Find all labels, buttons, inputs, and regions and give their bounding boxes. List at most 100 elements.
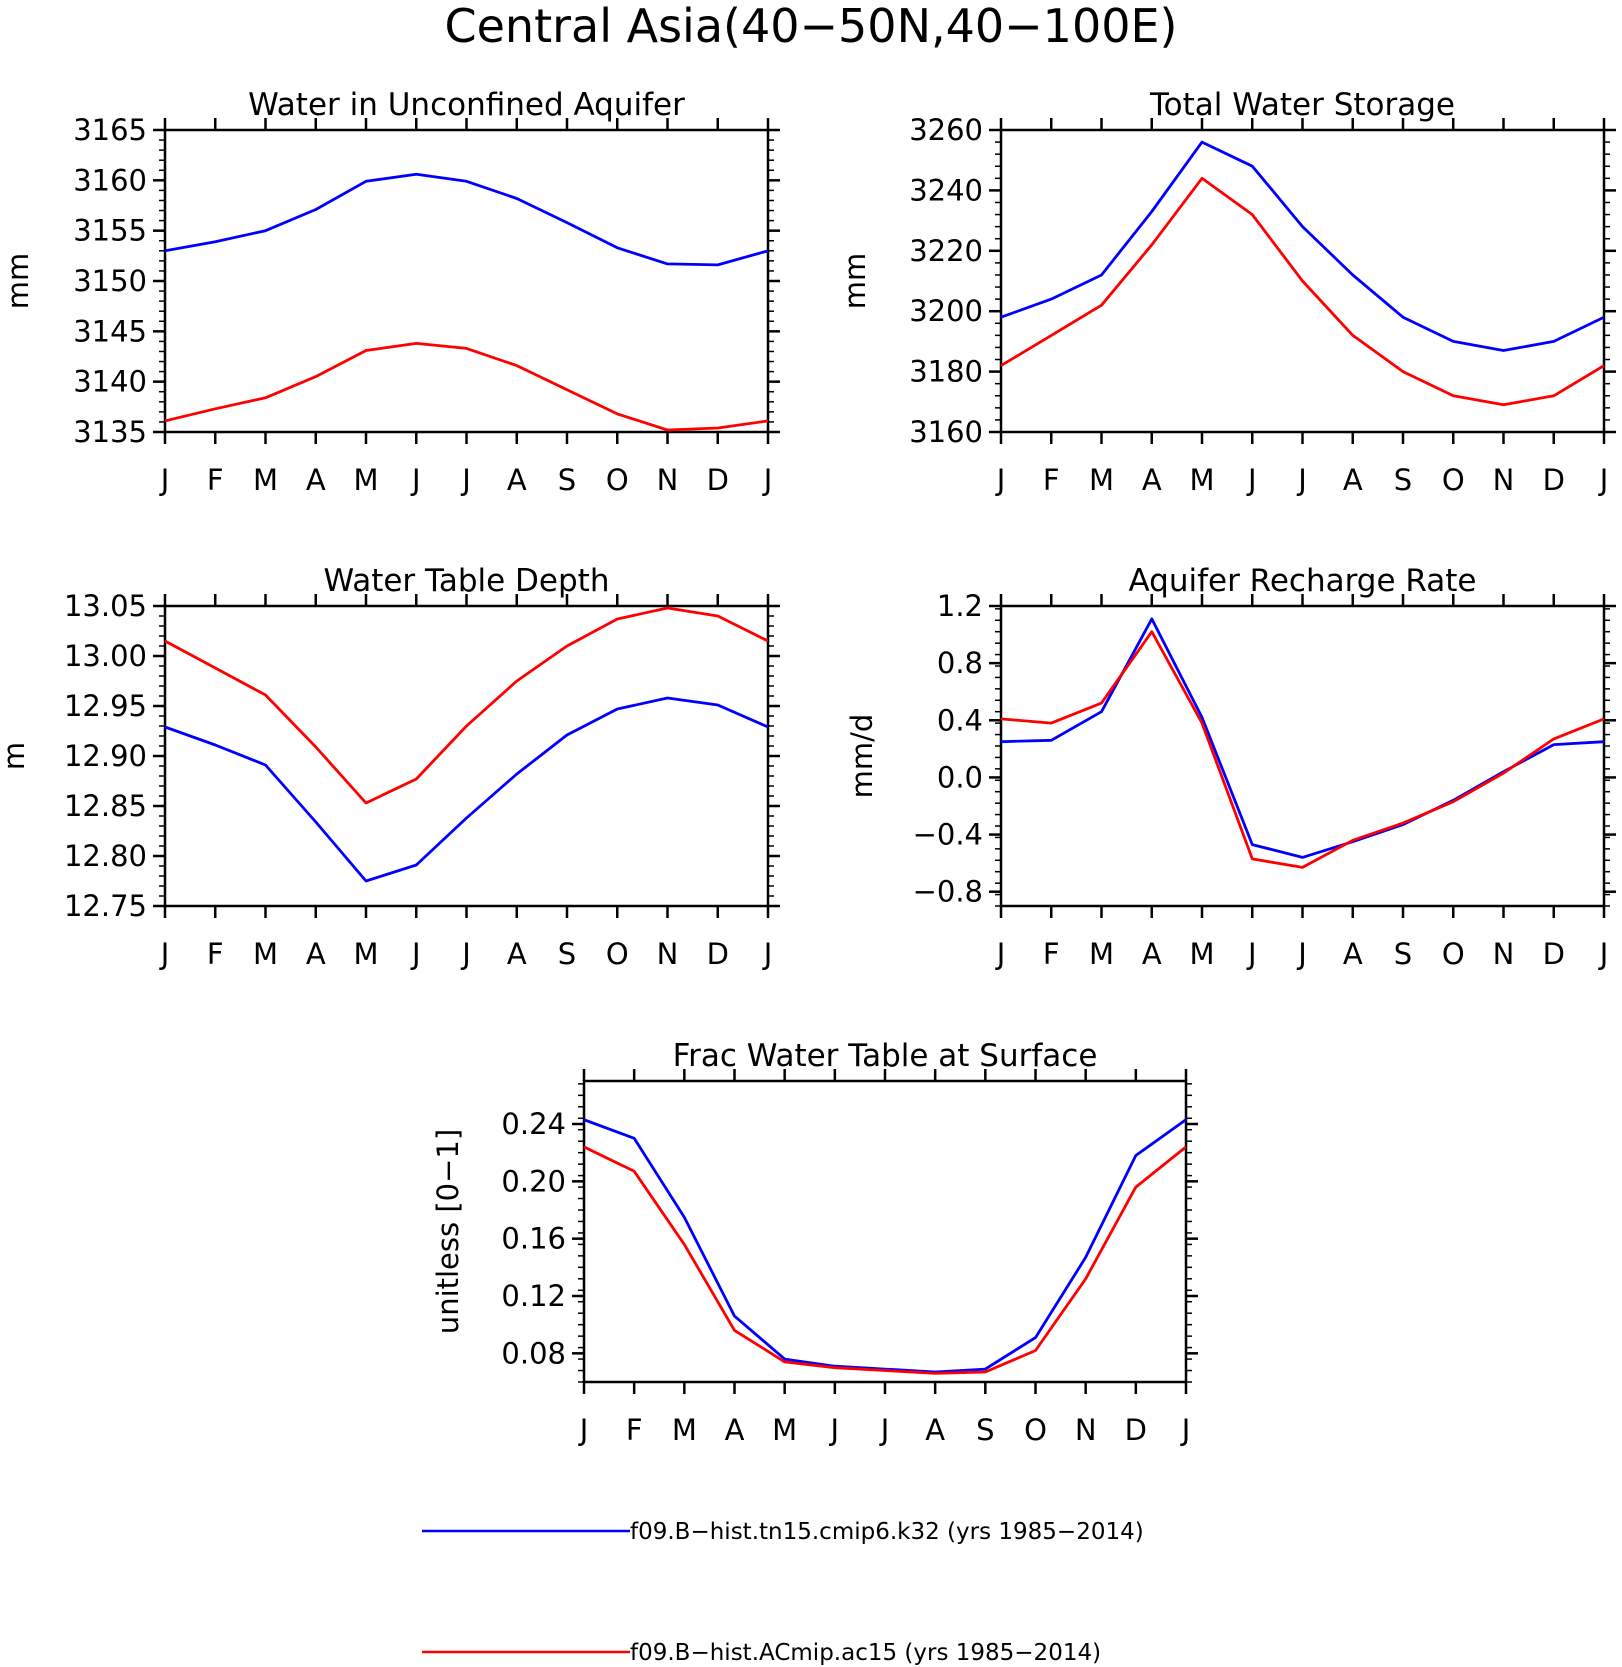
y-tick-label: 3180 (909, 355, 983, 389)
x-tick-label: J (1598, 937, 1609, 971)
x-tick-label: J (1598, 463, 1609, 497)
x-tick-label: A (1142, 937, 1162, 971)
y-tick-label: 0.08 (501, 1336, 566, 1370)
x-tick-label: M (772, 1413, 797, 1447)
chart-panel-water-table-depth: Water Table Depth m 12.75 12.80 12.85 12.90 12… (0, 563, 780, 971)
plot-frame-unconfined-aquifer (163, 128, 770, 434)
x-tick-label: F (1043, 937, 1060, 971)
x-tick-label: J (762, 463, 773, 497)
x-tick-label: M (1189, 937, 1214, 971)
x-tick-label: A (925, 1413, 945, 1447)
y-tick-label: 3200 (909, 294, 983, 328)
x-tick-label: M (1089, 937, 1114, 971)
y-tick-label: 0.24 (501, 1107, 566, 1141)
x-tick-label: A (306, 937, 326, 971)
x-tick-label: N (657, 937, 679, 971)
series-line-ac15-frac-water-table (584, 1145, 1186, 1375)
x-tick-label: J (460, 463, 471, 497)
x-tick-label: M (672, 1413, 697, 1447)
x-tick-label: J (1296, 463, 1307, 497)
y-tick-label: 3150 (73, 264, 147, 298)
x-tick-label: N (657, 463, 679, 497)
x-tick-label: N (1493, 463, 1515, 497)
legend-entry-k32: f09.B−hist.tn15.cmip6.k32 (yrs 1985−2014… (422, 1519, 1144, 1545)
y-tick-label: 1.2 (937, 589, 983, 623)
x-tick-label: F (626, 1413, 643, 1447)
x-tick-label: S (1394, 463, 1412, 497)
plot-frame-water-table-depth (163, 604, 770, 908)
x-tick-label: M (1189, 463, 1214, 497)
x-tick-label: M (353, 937, 378, 971)
chart-panel-total-water-storage: Total Water Storage mm 3160 3180 3200 3220 324… (838, 87, 1616, 497)
y-tick-label: 3165 (73, 113, 147, 147)
y-tick-label: 12.85 (64, 789, 147, 823)
x-tick-label: A (1343, 937, 1363, 971)
x-tick-label: D (707, 937, 729, 971)
chart-panel-aquifer-recharge-rate: Aquifer Recharge Rate mm/d −0.8 −0.4 0.0 0.4 0… (845, 563, 1616, 971)
plot-frame-recharge-rate (999, 604, 1606, 908)
y-tick-label: 0.4 (937, 703, 983, 737)
y-tick-label: 3260 (909, 113, 983, 147)
x-tick-label: J (995, 937, 1006, 971)
x-tick-label: J (995, 463, 1006, 497)
chart-panel-frac-water-table-at-surface: Frac Water Table at Surface unitless [0−1… (431, 1038, 1198, 1447)
y-axis-label-water-table-depth: m (0, 742, 31, 770)
legend: f09.B−hist.tn15.cmip6.k32 (yrs 1985−2014… (422, 1519, 1144, 1666)
series-line-ac15-recharge-rate (1001, 630, 1604, 869)
series-line-ac15-total-water-storage (1001, 176, 1604, 407)
y-tick-label: 13.05 (64, 589, 147, 623)
y-tick-label: 0.0 (937, 760, 983, 794)
y-tick-label: 3135 (73, 415, 147, 449)
x-tick-label: J (829, 1413, 840, 1447)
x-tick-label: O (606, 463, 629, 497)
x-tick-label: N (1493, 937, 1515, 971)
x-tick-label: S (1394, 937, 1412, 971)
x-tick-label: J (1246, 463, 1257, 497)
series-line-k32-recharge-rate (1001, 617, 1604, 859)
y-tick-label: 12.90 (64, 739, 147, 773)
x-tick-label: J (410, 463, 421, 497)
y-tick-label: 3145 (73, 314, 147, 348)
x-tick-label: A (306, 463, 326, 497)
panel-title-water-table-depth: Water Table Depth (324, 563, 610, 599)
y-tick-label: 3160 (73, 163, 147, 197)
x-tick-label: F (207, 463, 224, 497)
x-tick-label: O (1442, 463, 1465, 497)
x-tick-label: M (253, 937, 278, 971)
series-line-ac15-water-table-depth (165, 606, 768, 805)
x-tick-label: D (707, 463, 729, 497)
x-tick-label: O (1024, 1413, 1047, 1447)
panel-title-frac-water-table: Frac Water Table at Surface (673, 1038, 1098, 1074)
chart-panel-water-in-unconfined-aquifer: Water in Unconfined Aquifer mm 3135 3140 314… (1, 87, 780, 497)
panel-title-recharge-rate: Aquifer Recharge Rate (1129, 563, 1477, 599)
x-tick-label: N (1075, 1413, 1097, 1447)
x-tick-label: D (1543, 463, 1565, 497)
y-tick-label: 12.95 (64, 689, 147, 723)
y-tick-label: 3240 (909, 173, 983, 207)
y-axis-label-unconfined-aquifer: mm (1, 253, 35, 310)
x-tick-label: J (159, 463, 170, 497)
y-tick-label: 12.75 (64, 889, 147, 923)
series-line-k32-total-water-storage (1001, 140, 1604, 352)
x-tick-label: D (1125, 1413, 1147, 1447)
y-tick-label: 0.12 (501, 1279, 566, 1313)
series-line-ac15-unconfined-aquifer (165, 341, 768, 432)
x-tick-label: J (460, 937, 471, 971)
x-tick-label: F (207, 937, 224, 971)
series-line-k32-water-table-depth (165, 696, 768, 883)
x-tick-label: A (507, 937, 527, 971)
x-tick-label: M (353, 463, 378, 497)
y-tick-label: 0.16 (501, 1222, 566, 1256)
y-axis-label-frac-water-table: unitless [0−1] (431, 1129, 465, 1334)
series-line-k32-unconfined-aquifer (165, 172, 768, 267)
x-tick-label: M (253, 463, 278, 497)
x-tick-label: J (1296, 937, 1307, 971)
y-tick-label: −0.4 (913, 818, 983, 852)
x-tick-label: M (1089, 463, 1114, 497)
x-tick-label: D (1543, 937, 1565, 971)
x-tick-label: J (1246, 937, 1257, 971)
y-tick-label: 0.8 (937, 646, 983, 680)
x-tick-label: O (606, 937, 629, 971)
x-tick-label: A (1142, 463, 1162, 497)
